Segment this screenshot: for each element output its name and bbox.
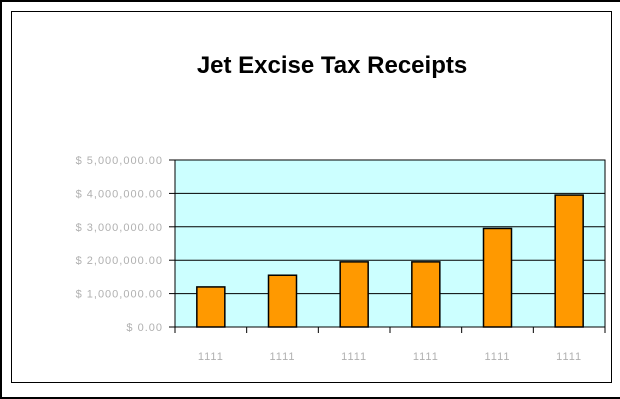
y-tick-label: $ 1,000,000.00 — [76, 289, 163, 301]
x-tick-label: 1111 — [413, 351, 439, 363]
bar — [267, 274, 298, 328]
chart-title: Jet Excise Tax Receipts — [196, 52, 468, 79]
x-tick-label: 1111 — [556, 351, 582, 363]
bar — [554, 194, 584, 328]
bar — [196, 286, 226, 328]
bar — [339, 261, 369, 328]
x-tick-label: 1111 — [341, 351, 367, 363]
bar — [482, 227, 513, 328]
x-tick-label: 1111 — [269, 351, 295, 363]
y-tick-label: $ 4,000,000.00 — [76, 188, 163, 200]
y-tick-label: $ 5,000,000.00 — [76, 155, 163, 167]
plot-background — [174, 159, 606, 328]
y-tick-label: $ 3,000,000.00 — [76, 222, 163, 234]
bar — [411, 261, 441, 328]
y-tick-label: $ 0.00 — [126, 322, 163, 334]
x-tick-label: 1111 — [198, 351, 224, 363]
x-tick-label: 1111 — [484, 351, 510, 363]
y-tick-label: $ 2,000,000.00 — [76, 255, 163, 267]
